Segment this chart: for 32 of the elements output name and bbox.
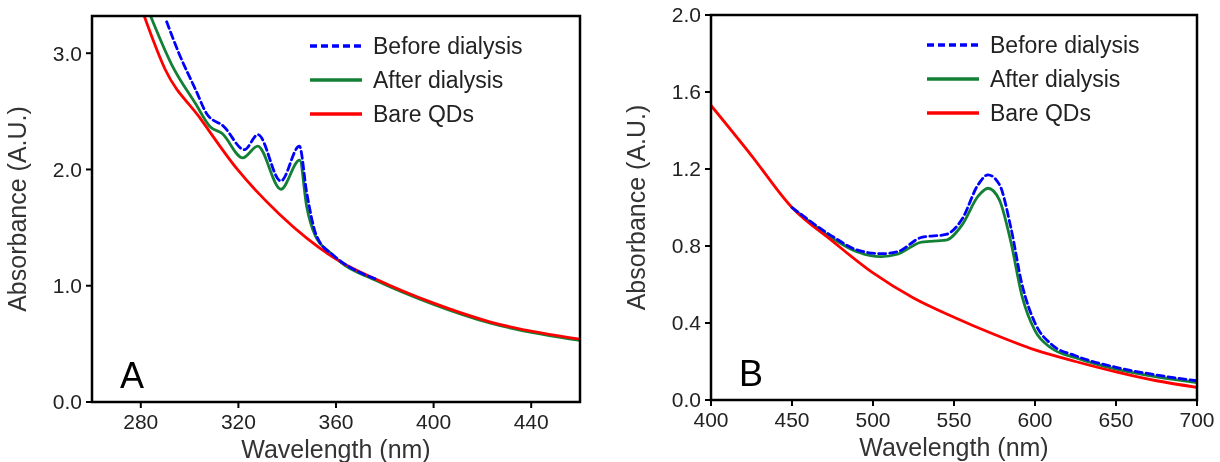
y-tick-label: 0.8	[671, 234, 701, 258]
x-tick-label: 280	[123, 410, 159, 433]
y-tick-label: 0.0	[52, 390, 82, 414]
x-tick-label: 450	[774, 408, 810, 431]
x-tick-label: 360	[318, 410, 354, 433]
legend-label: Bare QDs	[990, 100, 1091, 127]
x-tick-label: 650	[1098, 408, 1134, 431]
x-tick-label: 500	[855, 408, 891, 431]
y-tick-label: 3.0	[52, 41, 82, 65]
line-series	[711, 104, 1197, 389]
y-axis-title: Absorbance (A.U.)	[3, 106, 31, 312]
y-axis-title: Absorbance (A.U.)	[622, 104, 650, 311]
legend-label: After dialysis	[373, 67, 504, 94]
legend-label: Before dialysis	[373, 33, 523, 60]
y-tick-label: 2.0	[52, 157, 82, 181]
x-tick-label: 320	[220, 410, 256, 433]
annotation: A	[120, 355, 145, 396]
x-tick-label: 550	[936, 408, 972, 431]
x-tick-label: 600	[1017, 408, 1053, 431]
x-tick-label: 440	[513, 410, 549, 433]
y-tick-label: 1.6	[671, 80, 701, 104]
y-tick-label: 2.0	[671, 3, 701, 27]
legend-label: Bare QDs	[373, 101, 474, 128]
y-tick-label: 0.4	[671, 311, 702, 335]
legend-label: After dialysis	[990, 66, 1121, 93]
y-tick-label: 1.0	[52, 274, 82, 298]
x-tick-label: 400	[416, 410, 452, 433]
x-axis-title: Wavelength (nm)	[859, 433, 1049, 461]
y-tick-label: 1.2	[671, 157, 701, 181]
annotation: B	[739, 353, 764, 394]
x-tick-label: 700	[1179, 408, 1215, 431]
legend-label: Before dialysis	[990, 32, 1140, 59]
